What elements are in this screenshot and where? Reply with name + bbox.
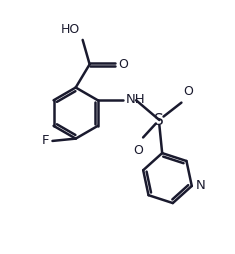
Text: O: O [119,58,129,71]
Text: NH: NH [126,93,145,106]
Text: N: N [195,180,205,193]
Text: F: F [42,134,49,147]
Text: O: O [133,145,143,157]
Text: HO: HO [61,23,80,36]
Text: S: S [154,113,164,128]
Text: O: O [184,85,194,98]
